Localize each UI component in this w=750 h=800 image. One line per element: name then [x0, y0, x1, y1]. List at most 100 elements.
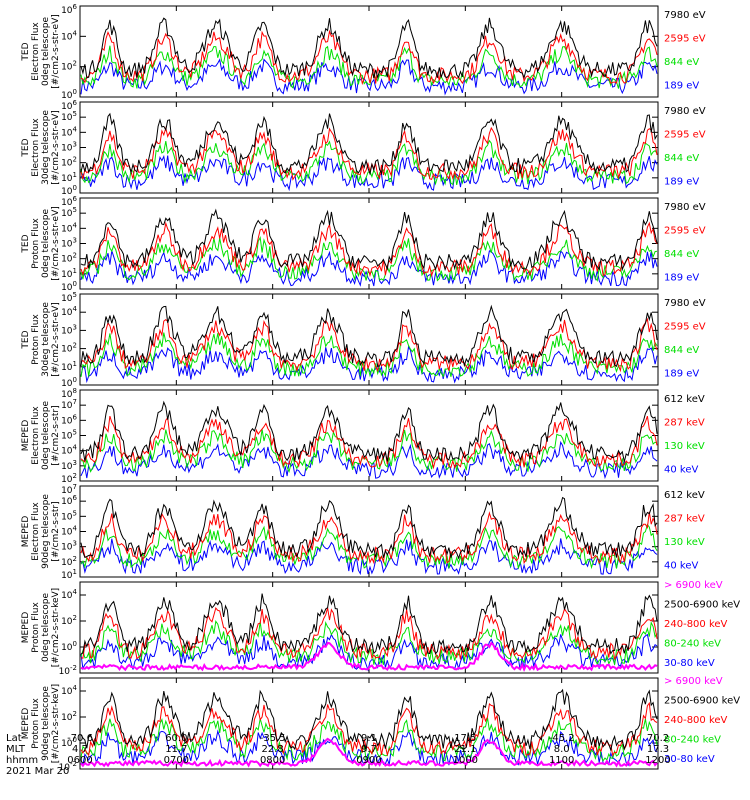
x-tick-label-lat: 9.1 [361, 733, 377, 744]
x-tick-label-lat: -45.2 [549, 733, 575, 744]
plot-area [80, 17, 658, 96]
series-line [80, 717, 658, 762]
y-tick-label: 102 [61, 555, 77, 568]
x-tick-label-hhmm: 1100 [549, 755, 574, 766]
series-line [80, 593, 658, 655]
y-axis-label: TEDProton Flux0deg telescope[#/cm2-s-str… [21, 206, 61, 281]
y-tick-label: 102 [61, 710, 77, 723]
y-tick-label: 102 [61, 156, 77, 169]
legend-entry: 7980 eV [664, 202, 706, 213]
y-tick-label: 102 [61, 60, 77, 73]
x-tick-label-hhmm: 0700 [164, 755, 189, 766]
x-tick-label-lat: 17.5 [454, 733, 476, 744]
y-tick-label: 107 [61, 398, 77, 411]
legend-entry: 2595 eV [664, 130, 706, 141]
x-tick-label-mlt: 4.7 [72, 744, 88, 755]
y-tick-label: 100 [61, 376, 77, 389]
legend: > 6900 keV 2500-6900 keV 240-800 keV 80-240… [664, 580, 740, 669]
legend-entry: 240-800 keV [664, 715, 728, 726]
panel-frame [79, 5, 659, 98]
legend-entry: 2595 eV [664, 34, 706, 45]
y-tick-label: 102 [61, 614, 77, 627]
y-tick-label: 104 [61, 684, 77, 697]
y-ticks: 106 104 102 100 [61, 3, 658, 101]
x-tick-label-lat: 60.0 [165, 733, 187, 744]
y-tick-label: 100 [61, 280, 77, 293]
series-line [80, 633, 658, 672]
series-line [80, 496, 658, 560]
x-tick-label-mlt: 17.3 [647, 744, 669, 755]
legend-entry: > 6900 keV [664, 676, 723, 687]
panel-frame [79, 485, 659, 578]
series-line [80, 619, 658, 666]
series-line [80, 112, 658, 176]
y-tick-label: 104 [61, 221, 77, 234]
y-tick-label: 101 [61, 171, 77, 184]
series-line [80, 641, 658, 672]
x-tick-label-hhmm: 1200 [645, 755, 670, 766]
legend-entry: 7980 eV [664, 298, 706, 309]
y-axis-label: TEDProton Flux30deg telescope[#/cm2-s-st… [21, 302, 61, 377]
legend-entry: 844 eV [664, 249, 699, 260]
legend-entry: 287 keV [664, 514, 705, 525]
y-tick-label: 104 [61, 125, 77, 138]
y-tick-label: 101 [61, 267, 77, 280]
legend: 7980 eV 2595 eV 844 eV 189 eV [664, 202, 706, 284]
y-tick-label: 104 [61, 588, 77, 601]
legend-entry: 189 eV [664, 369, 699, 380]
x-tick-label-mlt: 11.7 [165, 744, 187, 755]
y-axis-label: MEPEDElectron Flux90deg telescope[#/cm2-… [21, 494, 61, 569]
legend: 7980 eV 2595 eV 844 eV 189 eV [664, 106, 706, 188]
series-line [80, 440, 658, 480]
panel-frame [79, 677, 659, 770]
legend-entry: 130 keV [664, 537, 705, 548]
series-line [80, 58, 658, 96]
y-tick-label: 108 [61, 387, 77, 400]
plot-area [80, 304, 658, 384]
y-tick-label: 104 [61, 444, 77, 457]
legend-entry: 844 eV [664, 57, 699, 68]
plot-area [80, 112, 658, 192]
plot-area [80, 208, 658, 287]
x-tick-label-lat: -70.6 [67, 733, 93, 744]
series-line [80, 332, 658, 378]
y-tick-label: 100 [61, 184, 77, 197]
legend-entry: 80-240 keV [664, 735, 721, 746]
legend-entry: 30-80 keV [664, 658, 715, 669]
y-tick-label: 103 [61, 540, 77, 553]
legend-entry: 2500-6900 keV [664, 696, 740, 707]
panel-frame [79, 197, 659, 290]
y-tick-label: 106 [61, 413, 77, 426]
legend-entry: 40 keV [664, 465, 698, 476]
legend-entry: > 6900 keV [664, 580, 723, 591]
plot-area [80, 593, 658, 672]
y-tick-label: 104 [61, 305, 77, 318]
y-ticks: 104 102 100 10-2 [59, 588, 658, 677]
y-axis-label: TEDElectron Flux30deg telescope[#/cm2-s-… [21, 110, 61, 185]
legend-entry: 844 eV [664, 345, 699, 356]
panel-frame [79, 581, 659, 674]
series-line [80, 511, 658, 565]
legend: 612 keV 287 keV 130 keV 40 keV [664, 490, 705, 572]
y-axis-label: TEDElectron Flux0deg telescope[#/cm2-s-s… [21, 14, 61, 89]
x-tick-label-mlt: 22.8 [262, 744, 284, 755]
x-tick-label-lat: 70.2 [647, 733, 669, 744]
series-line [80, 250, 658, 287]
legend: 612 keV 287 keV 130 keV 40 keV [664, 394, 705, 476]
legend-entry: 2595 eV [664, 322, 706, 333]
y-tick-label: 10-2 [59, 664, 77, 677]
legend-entry: 189 eV [664, 273, 699, 284]
y-tick-label: 106 [61, 195, 77, 208]
y-tick-label: 100 [61, 88, 77, 101]
legend-entry: 287 keV [664, 418, 705, 429]
